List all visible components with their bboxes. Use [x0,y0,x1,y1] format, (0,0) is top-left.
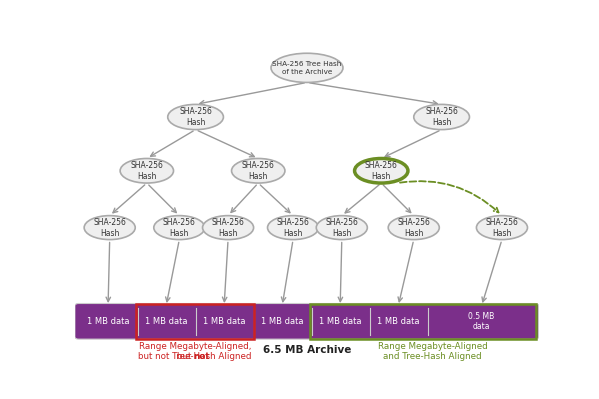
Text: but ​not​ Tree-Hash Aligned: but ​not​ Tree-Hash Aligned [138,352,252,361]
Ellipse shape [388,215,439,239]
Text: SHA-256
Hash: SHA-256 Hash [325,217,358,238]
Text: SHA-256
Hash: SHA-256 Hash [397,217,430,238]
Text: SHA-256
Hash: SHA-256 Hash [211,217,244,238]
Ellipse shape [268,215,319,239]
Text: and Tree-Hash Aligned: and Tree-Hash Aligned [383,352,482,361]
Text: 1 MB data: 1 MB data [203,317,246,326]
Text: SHA-256
Hash: SHA-256 Hash [131,161,164,181]
Ellipse shape [120,158,174,183]
Text: SHA-256
Hash: SHA-256 Hash [425,107,458,127]
Bar [310,304,536,339]
FancyBboxPatch shape [75,304,539,339]
Text: 1 MB data: 1 MB data [87,317,129,326]
Text: not: not [193,352,210,361]
Text: but: but [177,352,193,361]
Ellipse shape [355,158,408,183]
Text: SHA-256
Hash: SHA-256 Hash [365,161,398,181]
Text: 1 MB data: 1 MB data [145,317,187,326]
Text: SHA-256
Hash: SHA-256 Hash [93,217,126,238]
Text: Range Megabyte-Aligned,: Range Megabyte-Aligned, [139,342,252,351]
Bar [136,304,254,339]
Text: SHA-256
Hash: SHA-256 Hash [163,217,196,238]
Ellipse shape [316,215,367,239]
Text: SHA-256
Hash: SHA-256 Hash [179,107,212,127]
Text: 0.5 MB
data: 0.5 MB data [468,312,495,331]
Ellipse shape [476,215,528,239]
Ellipse shape [202,215,253,239]
Ellipse shape [414,105,470,130]
Text: 6.5 MB Archive: 6.5 MB Archive [263,345,351,355]
Text: SHA-256 Tree Hash
of the Archive: SHA-256 Tree Hash of the Archive [273,61,341,75]
Text: SHA-256
Hash: SHA-256 Hash [242,161,275,181]
Text: 1 MB data: 1 MB data [261,317,304,326]
Text: Range Megabyte-Aligned: Range Megabyte-Aligned [378,342,488,351]
Ellipse shape [168,105,223,130]
Ellipse shape [271,53,343,83]
Text: 1 MB data: 1 MB data [319,317,361,326]
Text: SHA-256
Hash: SHA-256 Hash [277,217,310,238]
Text: SHA-256
Hash: SHA-256 Hash [486,217,518,238]
Ellipse shape [232,158,285,183]
Ellipse shape [84,215,135,239]
Text: 1 MB data: 1 MB data [377,317,419,326]
Ellipse shape [154,215,205,239]
